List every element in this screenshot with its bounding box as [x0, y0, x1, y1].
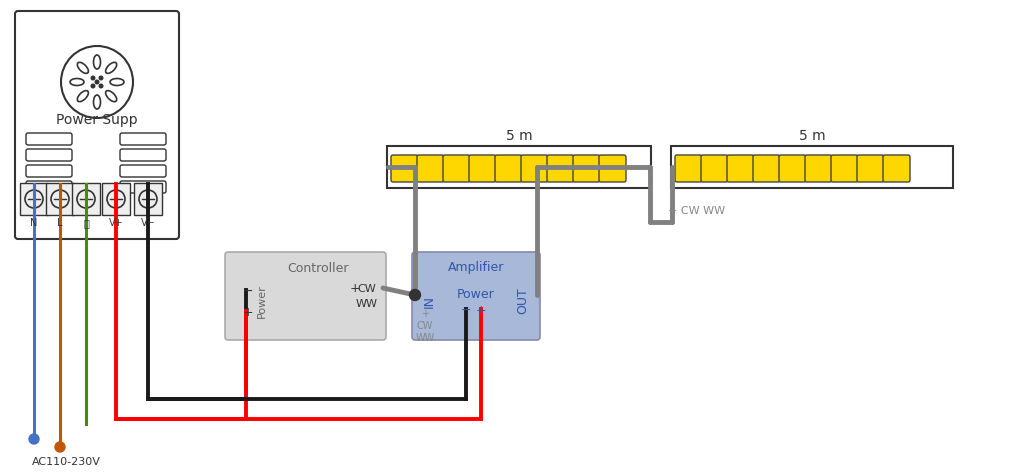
Ellipse shape	[78, 91, 88, 102]
Circle shape	[55, 442, 65, 452]
FancyBboxPatch shape	[134, 184, 162, 216]
Text: +: +	[243, 305, 253, 318]
Text: 5 m: 5 m	[799, 129, 825, 143]
FancyBboxPatch shape	[120, 134, 166, 146]
Text: WW: WW	[356, 298, 378, 308]
FancyBboxPatch shape	[573, 156, 600, 183]
Circle shape	[91, 85, 95, 89]
FancyBboxPatch shape	[225, 252, 386, 340]
FancyBboxPatch shape	[20, 184, 48, 216]
FancyBboxPatch shape	[387, 147, 651, 188]
FancyBboxPatch shape	[599, 156, 626, 183]
FancyBboxPatch shape	[417, 156, 444, 183]
Ellipse shape	[93, 96, 100, 110]
Text: −: −	[243, 284, 253, 297]
FancyBboxPatch shape	[72, 184, 100, 216]
FancyBboxPatch shape	[495, 156, 522, 183]
Text: Power Supp: Power Supp	[56, 113, 138, 127]
FancyBboxPatch shape	[857, 156, 884, 183]
FancyBboxPatch shape	[412, 252, 540, 340]
FancyBboxPatch shape	[46, 184, 74, 216]
Text: V+: V+	[109, 218, 123, 228]
Ellipse shape	[105, 63, 117, 74]
FancyBboxPatch shape	[675, 156, 702, 183]
Text: Power: Power	[257, 284, 267, 317]
Ellipse shape	[93, 56, 100, 70]
Text: N: N	[31, 218, 38, 228]
FancyBboxPatch shape	[102, 184, 130, 216]
Text: IN: IN	[423, 294, 435, 307]
Text: WW: WW	[416, 332, 434, 342]
Circle shape	[99, 77, 102, 80]
FancyBboxPatch shape	[15, 12, 179, 239]
FancyBboxPatch shape	[701, 156, 728, 183]
FancyBboxPatch shape	[805, 156, 831, 183]
FancyBboxPatch shape	[521, 156, 548, 183]
Circle shape	[91, 77, 95, 80]
FancyBboxPatch shape	[883, 156, 910, 183]
FancyBboxPatch shape	[831, 156, 858, 183]
FancyBboxPatch shape	[120, 166, 166, 178]
Text: +: +	[476, 303, 486, 316]
FancyBboxPatch shape	[120, 182, 166, 194]
Text: +: +	[349, 282, 360, 295]
Text: L: L	[57, 218, 62, 228]
Text: Power: Power	[457, 287, 495, 300]
FancyBboxPatch shape	[391, 156, 418, 183]
FancyBboxPatch shape	[443, 156, 470, 183]
FancyBboxPatch shape	[26, 134, 72, 146]
Text: CW: CW	[417, 320, 433, 330]
Text: ⏚: ⏚	[83, 218, 89, 228]
Text: AC110-230V: AC110-230V	[32, 456, 101, 466]
FancyBboxPatch shape	[120, 149, 166, 162]
Circle shape	[29, 434, 39, 444]
Text: CW: CW	[357, 283, 377, 293]
FancyBboxPatch shape	[469, 156, 496, 183]
Text: +: +	[421, 308, 429, 318]
Circle shape	[410, 290, 421, 301]
Text: 5 m: 5 m	[506, 129, 532, 143]
Ellipse shape	[70, 79, 84, 86]
FancyBboxPatch shape	[727, 156, 754, 183]
FancyBboxPatch shape	[26, 149, 72, 162]
Text: V−: V−	[140, 218, 156, 228]
Ellipse shape	[110, 79, 124, 86]
Circle shape	[99, 85, 102, 89]
Text: OUT: OUT	[516, 287, 529, 314]
Ellipse shape	[78, 63, 88, 74]
FancyBboxPatch shape	[753, 156, 780, 183]
FancyBboxPatch shape	[26, 166, 72, 178]
Circle shape	[95, 81, 98, 85]
FancyBboxPatch shape	[26, 182, 72, 194]
FancyBboxPatch shape	[671, 147, 953, 188]
FancyBboxPatch shape	[779, 156, 806, 183]
Text: + CW WW: + CW WW	[668, 206, 725, 216]
FancyBboxPatch shape	[547, 156, 574, 183]
Text: −: −	[461, 303, 471, 316]
Text: Controller: Controller	[287, 261, 348, 274]
Text: Amplifier: Amplifier	[447, 261, 504, 274]
Ellipse shape	[105, 91, 117, 102]
